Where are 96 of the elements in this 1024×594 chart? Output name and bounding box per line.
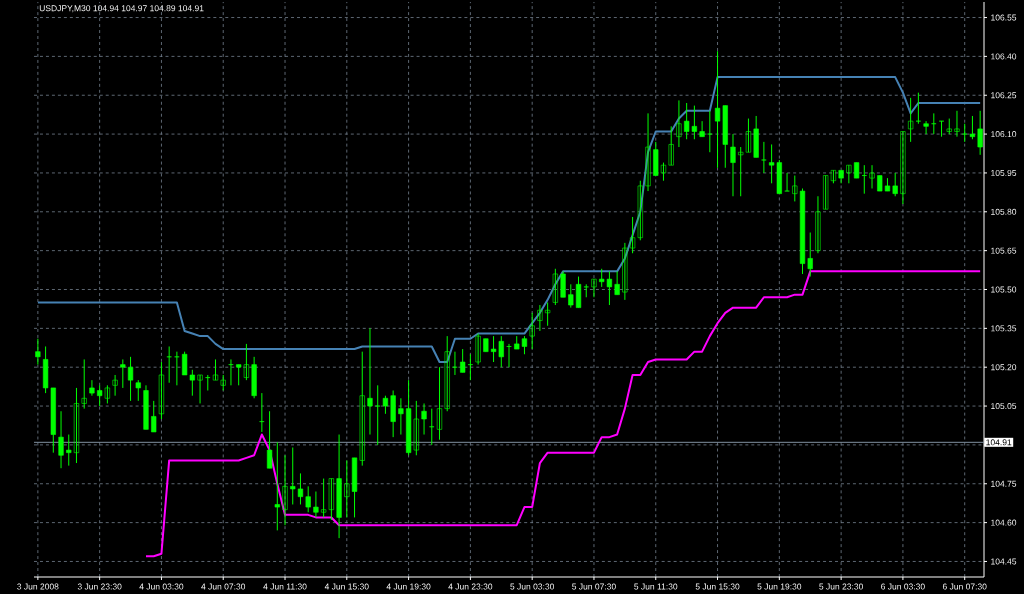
- candlestick: [127, 356, 134, 402]
- candlestick: [552, 268, 558, 306]
- candlestick: [112, 374, 118, 397]
- x-tick-label: 4 Jun 15:30: [324, 583, 369, 590]
- x-tick-label: 4 Jun 07:30: [201, 583, 246, 590]
- candlestick: [660, 162, 667, 182]
- candlestick: [158, 361, 165, 420]
- y-tick-label: 105.65: [991, 247, 1017, 254]
- candlestick: [900, 131, 906, 205]
- candlestick: [529, 312, 535, 350]
- x-tick-label: 5 Jun 11:30: [634, 583, 678, 590]
- candlestick: [938, 120, 945, 138]
- candlestick: [676, 99, 682, 148]
- candlestick: [969, 115, 976, 140]
- candlestick: [58, 410, 64, 469]
- candlestick: [846, 164, 852, 184]
- x-tick-label: 6 Jun 07:30: [942, 583, 987, 590]
- x-tick-label: 4 Jun 19:30: [386, 583, 431, 590]
- y-tick-label: 106.25: [991, 92, 1017, 99]
- candlestick: [282, 454, 288, 526]
- candlestick: [545, 301, 551, 327]
- candlestick: [375, 384, 381, 446]
- candlestick: [367, 327, 373, 436]
- candlestick: [274, 441, 280, 531]
- candlestick: [197, 374, 203, 404]
- candlestick: [568, 283, 574, 309]
- y-tick-label: 106.10: [991, 131, 1017, 138]
- candlestick: [35, 338, 41, 366]
- y-tick-label: 105.35: [991, 325, 1017, 332]
- candlestick: [398, 397, 404, 436]
- candlestick: [915, 92, 921, 125]
- candlestick: [784, 172, 790, 192]
- candlestick: [436, 366, 443, 441]
- candlestick: [954, 110, 960, 138]
- x-tick-label: 6 Jun 03:30: [881, 583, 925, 590]
- candlestick: [622, 242, 628, 301]
- ref-line-label: 104.91: [986, 439, 1012, 446]
- candlestick: [81, 358, 87, 410]
- x-tick-label: 5 Jun 23:30: [819, 583, 863, 590]
- candlestick: [537, 304, 543, 332]
- y-tick-label: 105.50: [991, 286, 1017, 293]
- x-tick-label: 5 Jun 19:30: [757, 583, 802, 590]
- candlestick: [313, 491, 319, 518]
- y-tick-label: 104.45: [991, 558, 1017, 565]
- x-tick-label: 3 Jun 2008: [17, 583, 59, 590]
- candlestick: [120, 358, 126, 389]
- y-tick-label: 106.40: [991, 53, 1017, 60]
- candlestick: [923, 120, 929, 135]
- candlestick: [73, 387, 80, 464]
- candlestick: [344, 459, 350, 518]
- x-tick-label: 5 Jun 15:30: [695, 583, 740, 590]
- candlestick: [560, 270, 566, 298]
- candlestick: [962, 123, 968, 143]
- candlestick: [151, 400, 157, 433]
- x-tick-label: 4 Jun 11:30: [263, 583, 307, 590]
- y-tick-label: 105.05: [991, 403, 1017, 410]
- x-tick-label: 4 Jun 23:30: [448, 583, 493, 590]
- candlestick: [892, 172, 898, 197]
- y-tick-label: 105.20: [991, 364, 1017, 371]
- candlestick: [135, 379, 141, 402]
- candlestick: [869, 164, 875, 189]
- candlestick: [668, 125, 674, 166]
- y-tick-label: 105.80: [991, 208, 1017, 215]
- candlestick: [792, 175, 798, 202]
- x-tick-label: 5 Jun 07:30: [572, 583, 616, 590]
- candlestick: [977, 110, 983, 156]
- candlestick: [614, 270, 620, 296]
- candlestick: [421, 402, 427, 436]
- candlestick: [707, 110, 713, 153]
- candlestick: [815, 195, 821, 254]
- x-tick-label: 3 Jun 23:30: [77, 583, 122, 590]
- candlestick: [66, 434, 72, 467]
- candlestick: [807, 232, 813, 278]
- candlestick: [460, 348, 466, 373]
- candlestick: [266, 410, 273, 469]
- candlestick: [730, 133, 736, 197]
- x-tick-label: 4 Jun 03:30: [139, 583, 184, 590]
- candlestick: [305, 485, 311, 513]
- candlestick: [699, 120, 705, 138]
- candlestick: [444, 335, 450, 412]
- candlestick: [382, 395, 389, 415]
- candlestick: [591, 278, 597, 298]
- candlestick: [761, 141, 767, 174]
- candlestick: [89, 379, 95, 397]
- y-tick-label: 104.75: [991, 480, 1017, 487]
- y-tick-label: 106.55: [991, 14, 1017, 21]
- candlestick: [575, 276, 582, 309]
- candlestick: [359, 351, 365, 467]
- candlestick: [475, 333, 481, 366]
- y-tick-label: 105.95: [991, 169, 1017, 176]
- chart-title: USDJPY,M30 104.94 104.97 104.89 104.91: [39, 5, 204, 13]
- candlestick: [645, 112, 651, 192]
- candlestick: [212, 358, 219, 381]
- y-tick-label: 104.60: [991, 519, 1017, 526]
- candlestick: [908, 97, 914, 143]
- x-tick-label: 5 Jun 03:30: [510, 583, 555, 590]
